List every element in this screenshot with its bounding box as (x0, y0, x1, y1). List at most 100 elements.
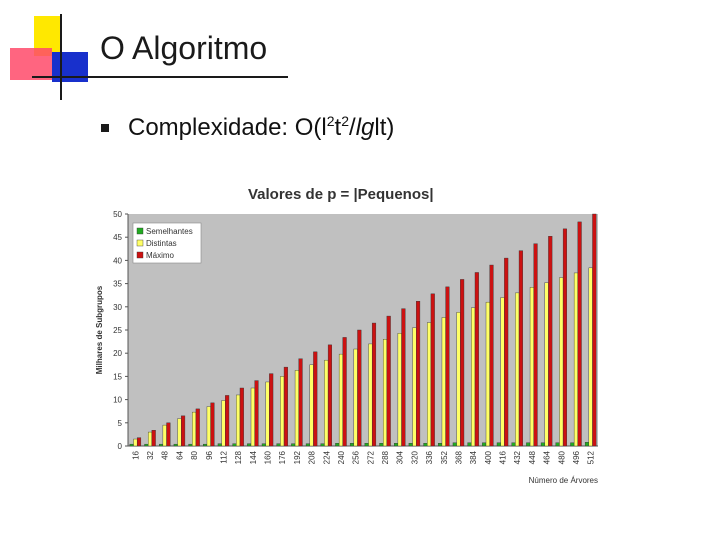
x-tick-label: 176 (278, 450, 287, 464)
x-tick-label: 320 (410, 450, 419, 464)
title-underline (32, 76, 288, 78)
bar-máximo-208 (313, 351, 318, 447)
bar-máximo-48 (166, 422, 171, 447)
x-tick-label: 160 (264, 450, 273, 464)
x-tick-label: 16 (131, 450, 140, 459)
bar-distintas-64 (177, 418, 182, 447)
bar-distintas-160 (265, 381, 270, 447)
bar-máximo-144 (254, 380, 259, 447)
bar-máximo-400 (489, 264, 494, 447)
bar-semelhantes-176 (276, 443, 281, 447)
bar-semelhantes-128 (232, 443, 237, 447)
slide-title: O Algoritmo (100, 30, 268, 66)
x-tick-label: 336 (425, 450, 434, 464)
corner-decoration (0, 0, 100, 100)
bar-semelhantes-464 (540, 442, 545, 447)
bullet-suffix: lt) (374, 114, 395, 141)
bar-máximo-32 (151, 430, 156, 447)
y-tick-label: 30 (113, 303, 122, 312)
bar-máximo-464 (548, 236, 553, 447)
bar-distintas-320 (412, 327, 417, 447)
y-tick-label: 10 (113, 396, 122, 405)
bar-distintas-464 (544, 282, 549, 447)
x-tick-label: 416 (499, 450, 508, 464)
bar-distintas-32 (147, 431, 153, 447)
bar-semelhantes-64 (173, 443, 178, 447)
bar-semelhantes-112 (217, 443, 222, 447)
legend-box (132, 222, 202, 264)
bullet-prefix: Complexidade: O(l (128, 114, 327, 141)
bar-semelhantes-240 (335, 443, 340, 447)
y-tick-label: 20 (113, 349, 122, 358)
bar-máximo-192 (298, 358, 303, 447)
bar-máximo-432 (518, 250, 523, 447)
bar-semelhantes-272 (364, 443, 369, 447)
x-tick-label: 352 (440, 450, 449, 464)
x-tick-label: 288 (381, 450, 390, 464)
bar-semelhantes-48 (159, 443, 164, 447)
bar-máximo-64 (181, 415, 186, 447)
bar-distintas-208 (309, 364, 314, 447)
x-tick-label: 512 (587, 450, 596, 464)
legend-swatch (136, 227, 144, 235)
bar-máximo-160 (269, 373, 274, 447)
x-tick-label: 432 (513, 450, 522, 464)
bar-semelhantes-208 (305, 443, 310, 447)
bar-máximo-96 (210, 402, 215, 447)
chart-title: Valores de p = |Pequenos| (248, 186, 434, 203)
bar-máximo-336 (430, 293, 435, 447)
bar-distintas-496 (573, 272, 579, 447)
bar-distintas-368 (456, 312, 461, 447)
bullet-sup-1: 2 (326, 113, 335, 129)
bar-distintas-336 (427, 322, 432, 447)
bullet-sup-2: 2 (341, 113, 350, 129)
bar-distintas-80 (192, 411, 197, 447)
x-tick-label: 48 (161, 450, 170, 459)
y-tick-label: 50 (113, 210, 122, 219)
bar-semelhantes-160 (261, 443, 266, 447)
x-tick-label: 192 (293, 450, 302, 464)
bar-máximo-16 (136, 437, 142, 447)
x-tick-label: 272 (366, 450, 375, 464)
x-tick-label: 480 (557, 450, 566, 464)
x-tick-label: 256 (352, 450, 361, 464)
x-tick-label: 208 (308, 450, 317, 464)
x-tick-label: 400 (484, 450, 493, 464)
bar-máximo-416 (504, 257, 509, 447)
legend-label: Semelhantes (146, 227, 193, 236)
bar-máximo-352 (445, 286, 450, 447)
bar-semelhantes-16 (129, 443, 134, 447)
bar-semelhantes-80 (188, 443, 193, 447)
bar-distintas-224 (324, 359, 329, 447)
bar-máximo-176 (283, 366, 288, 447)
bullet-mid: t (334, 114, 342, 141)
bullet-marker (101, 124, 109, 132)
x-tick-label: 496 (572, 450, 581, 464)
bar-semelhantes-288 (379, 443, 384, 447)
bar-chart: 0 5 10 15 20 25 30 35 40 45 50 Milhares de Subgrupo… (95, 210, 598, 485)
legend-label: Máximo (146, 251, 175, 260)
legend-label: Distintas (146, 239, 177, 248)
bar-semelhantes-480 (555, 442, 560, 447)
bar-semelhantes-320 (408, 443, 413, 447)
bar-semelhantes-336 (423, 443, 428, 447)
bar-máximo-448 (533, 243, 538, 447)
bar-máximo-272 (371, 322, 377, 447)
bar-semelhantes-432 (511, 442, 516, 447)
x-tick-label: 304 (396, 450, 405, 464)
bar-máximo-368 (460, 279, 465, 447)
bar-semelhantes-144 (247, 443, 252, 447)
y-tick-label: 5 (118, 419, 123, 428)
y-axis-label: Milhares de Subgrupos (95, 285, 104, 374)
bar-semelhantes-224 (320, 443, 325, 447)
x-axis-label: Número de Árvores (529, 476, 598, 485)
legend-swatch (136, 251, 144, 259)
bar-distintas-240 (338, 353, 344, 447)
bar-máximo-320 (416, 301, 421, 447)
pink-square (10, 48, 52, 80)
y-tick-label: 0 (118, 442, 123, 451)
bar-máximo-512 (592, 213, 597, 447)
bar-distintas-176 (280, 376, 285, 447)
bar-semelhantes-416 (496, 442, 501, 447)
bar-distintas-432 (515, 292, 520, 447)
